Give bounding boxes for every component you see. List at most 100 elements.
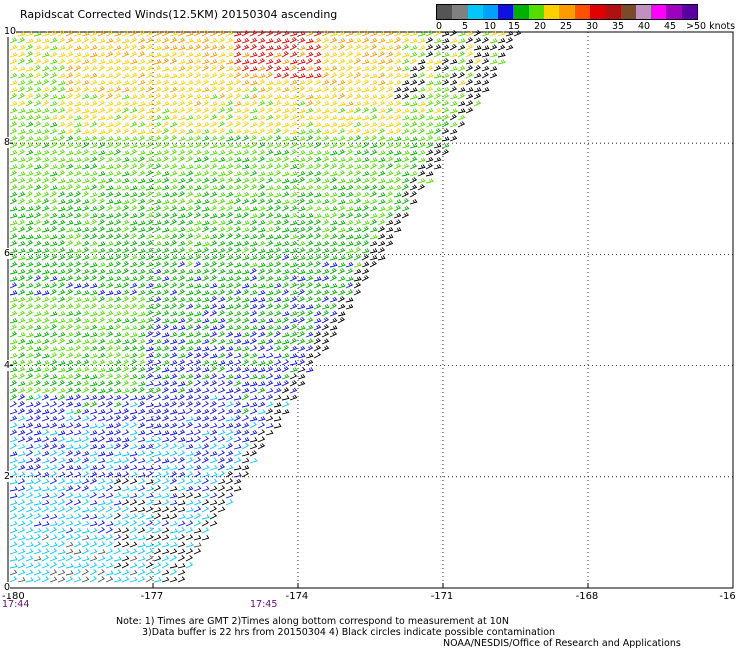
wind-barb [321, 331, 330, 338]
wind-barb [393, 36, 401, 44]
wind-barb [297, 163, 306, 170]
wind-barb [305, 100, 314, 107]
wind-barb [241, 402, 250, 408]
wind-barb [201, 114, 210, 121]
wind-barb [217, 492, 226, 499]
wind-barb [57, 114, 66, 121]
wind-barb [201, 435, 209, 443]
wind-barb [433, 115, 442, 121]
wind-barb [73, 359, 82, 366]
wind-barb [337, 240, 346, 247]
wind-barb [145, 408, 154, 415]
wind-barb [241, 37, 250, 44]
wind-barb [305, 156, 313, 163]
wind-barb [113, 345, 122, 352]
wind-barb [17, 171, 26, 177]
wind-barb [449, 59, 458, 65]
wind-barb [225, 450, 234, 457]
wind-barb [89, 93, 98, 100]
wind-barb [33, 93, 42, 100]
wind-barb [145, 289, 154, 296]
wind-barb [145, 542, 154, 548]
wind-barb [201, 380, 210, 387]
wind-barb [169, 93, 178, 100]
wind-barb [401, 171, 410, 177]
wind-barb [385, 219, 394, 226]
wind-barb [49, 499, 58, 506]
wind-barb [9, 471, 18, 478]
wind-barb [233, 282, 242, 289]
wind-barb [57, 94, 66, 100]
wind-barb [305, 177, 314, 184]
wind-barb [265, 240, 274, 247]
wind-barb [313, 170, 322, 177]
wind-barb [377, 72, 386, 79]
wind-barb [345, 248, 354, 254]
wind-barb [233, 78, 241, 86]
wind-barb [33, 58, 42, 65]
legend-swatch [544, 5, 560, 19]
wind-barb [209, 121, 218, 128]
wind-barb [73, 387, 82, 394]
wind-barb [393, 44, 402, 51]
wind-barb [25, 163, 34, 170]
wind-barb [185, 107, 194, 114]
wind-barb [425, 142, 434, 149]
wind-barb [161, 108, 170, 114]
wind-barb [297, 338, 306, 345]
wind-barb [73, 142, 82, 149]
wind-barb [137, 386, 145, 394]
wind-barb [361, 199, 370, 205]
wind-barb [145, 93, 154, 100]
wind-barb [33, 37, 42, 44]
wind-barb [9, 339, 18, 345]
wind-barb [129, 197, 137, 205]
wind-barb [257, 65, 266, 72]
wind-barb [57, 423, 66, 429]
wind-barb [65, 100, 74, 107]
wind-barb [169, 170, 178, 177]
wind-barb [97, 409, 106, 415]
wind-barb [265, 149, 274, 156]
wind-barb [177, 387, 186, 394]
wind-barb [9, 198, 18, 205]
wind-barb [145, 163, 154, 170]
wind-barb [121, 393, 129, 401]
wind-barb [177, 296, 186, 303]
wind-barb [145, 465, 154, 471]
wind-barb [401, 52, 410, 58]
wind-barb [257, 416, 266, 422]
wind-barb [409, 79, 418, 86]
wind-barb [249, 66, 258, 72]
wind-barb [241, 332, 250, 338]
wind-barb [225, 304, 234, 310]
wind-barb [361, 268, 370, 275]
wind-barb [345, 261, 354, 268]
wind-barb [313, 65, 322, 72]
wind-barb [321, 219, 330, 226]
wind-barb [193, 58, 202, 65]
wind-barb [49, 225, 57, 233]
wind-barb [97, 64, 105, 72]
wind-barb [25, 415, 34, 422]
wind-barb [417, 79, 426, 86]
wind-barb [257, 310, 266, 317]
wind-barb [65, 135, 74, 142]
wind-barb [273, 212, 282, 219]
wind-barb [89, 499, 98, 506]
wind-barb [321, 233, 330, 240]
wind-barb [353, 164, 362, 170]
wind-barb [241, 52, 250, 58]
wind-barb [201, 191, 210, 198]
wind-barb [177, 485, 186, 492]
wind-barb [377, 93, 386, 100]
wind-barb [89, 437, 98, 443]
wind-barb [345, 101, 354, 107]
wind-barb [49, 526, 57, 534]
wind-barb [257, 381, 266, 387]
wind-barb [337, 122, 346, 128]
wind-barb [417, 164, 426, 170]
wind-barb [481, 58, 490, 65]
wind-barb [201, 297, 210, 303]
wind-barb [313, 121, 322, 128]
